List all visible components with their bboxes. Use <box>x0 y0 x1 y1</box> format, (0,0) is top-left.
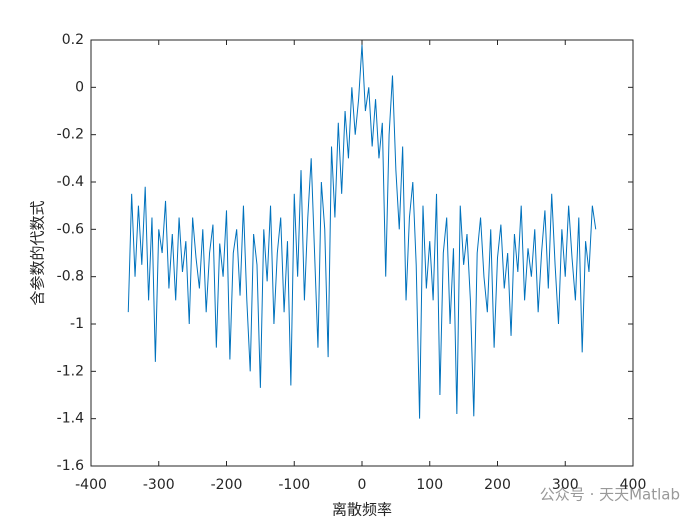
watermark: 公众号 · 天天Matlab <box>540 486 680 504</box>
y-tick-label: -1.2 <box>57 363 84 379</box>
x-tick-label: -400 <box>75 477 107 493</box>
x-tick-label: 0 <box>358 477 367 493</box>
y-tick-label: 0 <box>75 79 84 95</box>
y-tick-label: -1 <box>70 316 84 332</box>
x-tick-label: 300 <box>552 477 579 493</box>
y-tick-label: -0.2 <box>57 127 84 143</box>
x-tick-label: 100 <box>416 477 443 493</box>
x-tick-label: -100 <box>278 477 310 493</box>
x-tick-label: -200 <box>211 477 243 493</box>
x-tick-label: 200 <box>484 477 511 493</box>
plot-area <box>90 39 634 467</box>
x-tick-label: -300 <box>143 477 175 493</box>
y-tick-label: -1.4 <box>57 411 84 427</box>
y-tick-label: -1.6 <box>57 458 84 474</box>
y-tick-label: -0.6 <box>57 221 84 237</box>
data-line <box>127 44 597 419</box>
x-axis-label: 离散频率 <box>332 501 392 519</box>
y-axis-label: 含参数的代数式 <box>29 200 47 305</box>
x-tick-label: 400 <box>620 477 647 493</box>
y-tick-label: -0.4 <box>57 174 84 190</box>
y-tick-label: -0.8 <box>57 269 84 285</box>
y-tick-label: 0.2 <box>62 32 84 48</box>
